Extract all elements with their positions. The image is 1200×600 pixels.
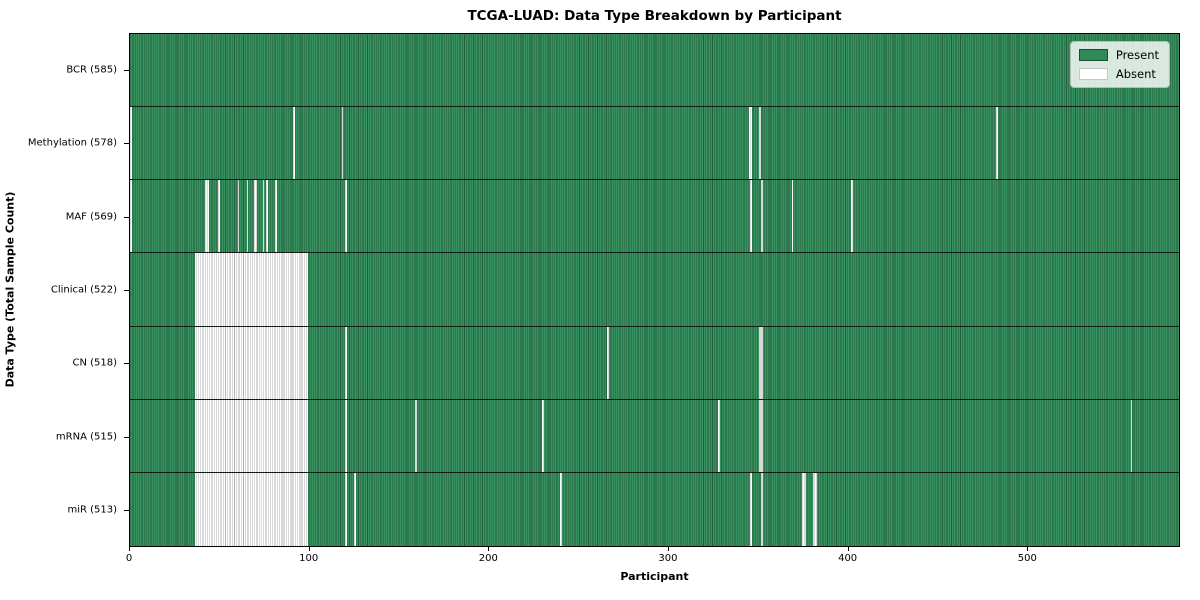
row-methylation bbox=[130, 107, 1179, 181]
absent-participant bbox=[237, 180, 240, 253]
y-tick-mark bbox=[124, 363, 129, 365]
x-tick-label: 100 bbox=[299, 553, 319, 564]
legend-label: Absent bbox=[1115, 67, 1156, 81]
absent-participant bbox=[718, 399, 720, 472]
absent-participant bbox=[759, 399, 762, 472]
absent-participant bbox=[759, 107, 762, 180]
absent-participant bbox=[253, 180, 256, 253]
absent-participant bbox=[850, 180, 853, 253]
absent-participant bbox=[415, 399, 417, 472]
x-tick-label: 500 bbox=[1017, 553, 1037, 564]
absent-participant bbox=[761, 326, 763, 399]
absent-participant bbox=[791, 180, 794, 253]
absent-participant bbox=[246, 180, 249, 253]
x-tick-label: 200 bbox=[478, 553, 498, 564]
absent-participant bbox=[275, 180, 278, 253]
absent-participant bbox=[996, 107, 998, 180]
absent-range bbox=[194, 399, 308, 472]
row-mrna bbox=[130, 399, 1179, 473]
x-tick-mark bbox=[667, 547, 669, 551]
absent-participant bbox=[293, 107, 295, 180]
x-tick-label: 0 bbox=[125, 553, 133, 564]
absent-participant bbox=[542, 399, 545, 472]
absent-participant bbox=[345, 326, 347, 399]
row-clinical bbox=[130, 253, 1179, 327]
y-tick-mark bbox=[124, 143, 129, 145]
y-tick-mark bbox=[124, 436, 129, 438]
absent-participant bbox=[761, 180, 763, 253]
x-tick-mark bbox=[129, 547, 130, 551]
absent-participant bbox=[341, 107, 344, 180]
absent-range bbox=[194, 326, 308, 399]
y-tick-label-clinical: Clinical (522) bbox=[50, 284, 117, 296]
y-tick-label-maf: MAF (569) bbox=[65, 211, 117, 223]
absent-participant bbox=[761, 399, 763, 472]
y-tick-mark bbox=[124, 69, 129, 71]
absent-participant bbox=[750, 180, 753, 253]
legend-label: Present bbox=[1115, 48, 1159, 62]
absent-participant bbox=[802, 472, 805, 546]
absent-participant bbox=[130, 180, 132, 253]
x-axis-label: Participant bbox=[620, 570, 689, 583]
absent-participant bbox=[345, 472, 347, 546]
absent-participant bbox=[560, 472, 563, 546]
y-tick-mark bbox=[124, 510, 129, 512]
absent-participant bbox=[750, 472, 753, 546]
absent-participant bbox=[761, 472, 763, 546]
x-tick-label: 400 bbox=[838, 553, 858, 564]
row-mir bbox=[130, 472, 1179, 546]
y-tick-label-methylation: Methylation (578) bbox=[27, 137, 117, 149]
y-tick-label-mir: miR (513) bbox=[67, 504, 117, 516]
absent-participant bbox=[750, 107, 753, 180]
y-tick-label-mrna: mRNA (515) bbox=[55, 431, 117, 443]
absent-participant bbox=[813, 472, 815, 546]
absent-participant bbox=[262, 180, 265, 253]
absent-range bbox=[194, 472, 308, 546]
y-tick-mark bbox=[124, 290, 129, 291]
row-cn bbox=[130, 326, 1179, 400]
x-tick-mark bbox=[1027, 547, 1029, 551]
legend-item-present: Present bbox=[1078, 48, 1159, 62]
x-tick-mark bbox=[488, 547, 490, 551]
legend: Present Absent bbox=[1069, 41, 1170, 88]
y-tick-label-cn: CN (518) bbox=[72, 357, 117, 369]
absent-participant bbox=[207, 180, 209, 253]
absent-participant bbox=[804, 472, 806, 546]
row-bcr bbox=[130, 34, 1179, 108]
absent-participant bbox=[354, 472, 356, 546]
absent-participant bbox=[748, 107, 751, 180]
legend-swatch-absent bbox=[1078, 68, 1108, 80]
x-tick-mark bbox=[308, 547, 310, 551]
absent-participant bbox=[759, 326, 762, 399]
absent-participant bbox=[255, 180, 258, 253]
plot-area: Present Absent bbox=[129, 33, 1180, 547]
chart-title: TCGA-LUAD: Data Type Breakdown by Partic… bbox=[467, 8, 842, 24]
x-tick-label: 300 bbox=[658, 553, 678, 564]
absent-participant bbox=[1130, 399, 1133, 472]
y-tick-mark bbox=[124, 216, 129, 218]
absent-range bbox=[194, 253, 308, 326]
y-tick-label-bcr: BCR (585) bbox=[66, 64, 117, 76]
absent-participant bbox=[345, 180, 347, 253]
legend-item-absent: Absent bbox=[1078, 67, 1159, 81]
absent-participant bbox=[345, 399, 347, 472]
absent-participant bbox=[205, 180, 208, 253]
legend-swatch-present bbox=[1078, 49, 1108, 61]
row-maf bbox=[130, 180, 1179, 254]
absent-participant bbox=[130, 107, 132, 180]
absent-participant bbox=[606, 326, 609, 399]
absent-participant bbox=[814, 472, 817, 546]
absent-participant bbox=[217, 180, 220, 253]
x-tick-mark bbox=[847, 547, 849, 551]
absent-participant bbox=[266, 180, 269, 253]
